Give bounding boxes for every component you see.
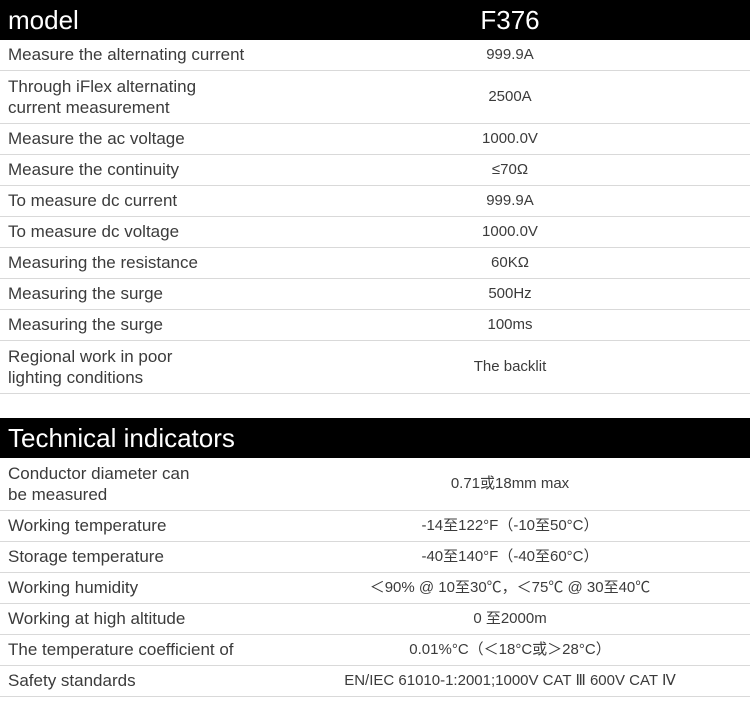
spec-value: -14至122°F（-10至50°C） [270, 513, 750, 540]
spec-value: 60KΩ [270, 250, 750, 277]
spec-value: 0.01%°C（＜18°C或＞28°C） [270, 637, 750, 664]
spec-row: Conductor diameter can be measured0.71或1… [0, 458, 750, 511]
tech-header: Technical indicators [0, 418, 750, 458]
spec-label: To measure dc voltage [0, 217, 270, 246]
spec-value: 1000.0V [270, 126, 750, 153]
spec-label: Measure the ac voltage [0, 124, 270, 153]
spec-row: Working at high altitude0 至2000m [0, 604, 750, 635]
spec-label: Measure the continuity [0, 155, 270, 184]
spec-row: Measure the continuity≤70Ω [0, 155, 750, 186]
spec-label: Conductor diameter can be measured [0, 459, 270, 510]
spec-label: Working temperature [0, 511, 270, 540]
spec-value: 999.9A [270, 42, 750, 69]
model-header: model F376 [0, 0, 750, 40]
spec-value: 100ms [270, 312, 750, 339]
spec-value: 2500A [270, 84, 750, 111]
model-header-label: model [0, 1, 270, 40]
spec-label: Measuring the resistance [0, 248, 270, 277]
spec-row: Regional work in poor lighting condition… [0, 341, 750, 394]
spec-value: EN/IEC 61010-1:2001;1000V CAT Ⅲ 600V CAT… [270, 668, 750, 695]
spec-row: Safety standardsEN/IEC 61010-1:2001;1000… [0, 666, 750, 697]
spec-label: Working at high altitude [0, 604, 270, 633]
spec-label: Through iFlex alternating current measur… [0, 72, 270, 123]
spec-row: Measure the ac voltage1000.0V [0, 124, 750, 155]
spec-value: ≤70Ω [270, 157, 750, 184]
spec-label: Measuring the surge [0, 279, 270, 308]
spec-label: Working humidity [0, 573, 270, 602]
spec-row: To measure dc voltage1000.0V [0, 217, 750, 248]
tech-header-label: Technical indicators [0, 419, 270, 458]
spec-row: Through iFlex alternating current measur… [0, 71, 750, 124]
spec-row: Working humidity＜90% @ 10至30℃，＜75℃ @ 30至… [0, 573, 750, 604]
spec-label: To measure dc current [0, 186, 270, 215]
spec-row: Measuring the surge500Hz [0, 279, 750, 310]
spec-label: Measuring the surge [0, 310, 270, 339]
spec-label: Safety standards [0, 666, 270, 695]
spec-label: The temperature coefficient of [0, 635, 270, 664]
model-rows-container: Measure the alternating current999.9AThr… [0, 40, 750, 394]
spec-label: Regional work in poor lighting condition… [0, 342, 270, 393]
spec-label: Measure the alternating current [0, 40, 270, 69]
spec-value: The backlit [270, 354, 750, 381]
spec-value: 1000.0V [270, 219, 750, 246]
spec-row: Working temperature-14至122°F（-10至50°C） [0, 511, 750, 542]
spec-row: Measuring the resistance60KΩ [0, 248, 750, 279]
spec-value: 500Hz [270, 281, 750, 308]
spec-value: 0 至2000m [270, 606, 750, 633]
spec-row: Storage temperature-40至140°F（-40至60°C） [0, 542, 750, 573]
spec-value: -40至140°F（-40至60°C） [270, 544, 750, 571]
spec-row: Measuring the surge100ms [0, 310, 750, 341]
tech-rows-container: Conductor diameter can be measured0.71或1… [0, 458, 750, 697]
spec-row: To measure dc current999.9A [0, 186, 750, 217]
spec-value: 999.9A [270, 188, 750, 215]
spec-row: Measure the alternating current999.9A [0, 40, 750, 71]
model-header-value: F376 [270, 5, 750, 36]
spec-value: 0.71或18mm max [270, 471, 750, 498]
spec-value: ＜90% @ 10至30℃，＜75℃ @ 30至40℃ [270, 575, 750, 602]
spec-label: Storage temperature [0, 542, 270, 571]
section-gap [0, 394, 750, 418]
spec-row: The temperature coefficient of0.01%°C（＜1… [0, 635, 750, 666]
